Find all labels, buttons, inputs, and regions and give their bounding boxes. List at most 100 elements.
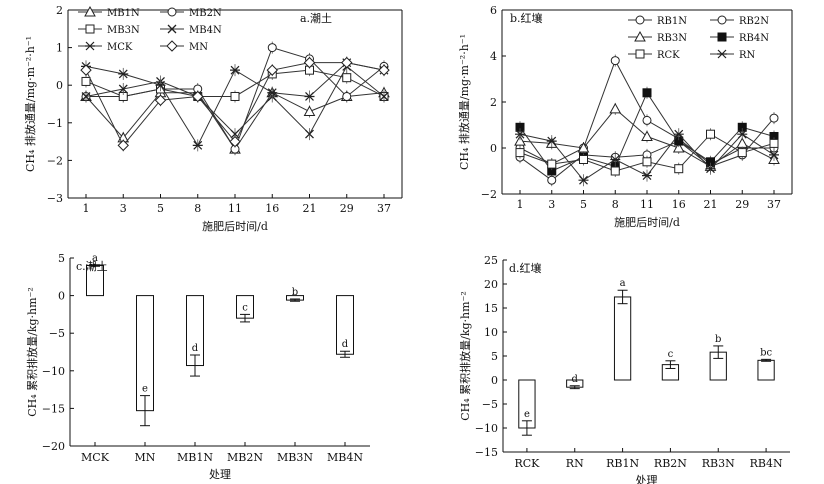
data-point bbox=[154, 94, 167, 106]
legend-marker bbox=[84, 5, 96, 17]
x-tick-label: RCK bbox=[514, 457, 540, 470]
bar bbox=[613, 296, 632, 381]
data-point bbox=[81, 92, 91, 101]
y-axis-label: CH₄ 排放通量/mg·m⁻²·h⁻¹ bbox=[457, 34, 471, 170]
legend-entry: MB3N bbox=[78, 24, 140, 36]
data-point bbox=[705, 164, 716, 174]
x-tick-label: RB2N bbox=[654, 457, 687, 470]
x-axis-label: 施肥后时间/d bbox=[202, 220, 268, 233]
data-point bbox=[379, 92, 389, 101]
data-point bbox=[266, 64, 278, 76]
x-tick-label: 5 bbox=[580, 198, 587, 211]
data-point bbox=[515, 148, 525, 158]
x-tick-label: 11 bbox=[640, 198, 654, 211]
x-tick-label: 16 bbox=[672, 198, 686, 211]
data-point bbox=[610, 56, 620, 66]
y-tick-label: −5 bbox=[49, 327, 65, 340]
y-tick-label: 0 bbox=[491, 374, 498, 387]
y-tick-label: 6 bbox=[490, 4, 497, 17]
legend-entry: RB4N bbox=[710, 32, 769, 44]
data-point bbox=[267, 43, 277, 53]
data-point bbox=[303, 56, 316, 69]
significance-label: e bbox=[524, 409, 530, 420]
y-tick-label: 2 bbox=[56, 4, 63, 17]
significance-label: d bbox=[342, 339, 349, 350]
y-tick-label: −5 bbox=[482, 398, 498, 411]
legend-marker bbox=[166, 40, 178, 52]
significance-label: e bbox=[142, 384, 148, 395]
x-tick-label: 8 bbox=[194, 202, 201, 215]
data-point bbox=[610, 155, 621, 164]
data-point bbox=[514, 135, 526, 146]
data-point bbox=[304, 92, 315, 101]
data-point bbox=[642, 157, 652, 167]
y-tick-label: −1 bbox=[47, 117, 63, 130]
data-point bbox=[547, 159, 557, 169]
data-point bbox=[672, 141, 685, 153]
y-tick-label: −3 bbox=[47, 192, 63, 205]
data-point bbox=[515, 129, 525, 139]
legend-marker bbox=[635, 15, 645, 25]
y-tick-label: 20 bbox=[484, 278, 498, 291]
significance-label: b bbox=[292, 287, 298, 298]
legend-entry: MB4N bbox=[160, 24, 222, 36]
x-axis-label: 处理 bbox=[636, 474, 658, 484]
legend-marker bbox=[634, 30, 646, 42]
data-point bbox=[305, 129, 314, 139]
x-tick-label: 37 bbox=[767, 198, 781, 211]
data-point bbox=[192, 140, 203, 150]
y-axis-label: CH₄ 累积排放量/kg·hm⁻² bbox=[25, 287, 39, 417]
significance-label: bc bbox=[760, 347, 772, 358]
x-tick-label: 3 bbox=[120, 202, 127, 215]
legend-entry: MB2N bbox=[160, 7, 222, 19]
significance-label: c bbox=[242, 302, 248, 313]
data-point bbox=[547, 175, 557, 185]
y-tick-label: −20 bbox=[42, 440, 65, 453]
data-point bbox=[230, 91, 240, 101]
panel-title: b.红壤 bbox=[510, 11, 543, 25]
legend-marker bbox=[635, 49, 645, 59]
y-tick-label: 5 bbox=[491, 350, 498, 363]
data-point bbox=[641, 130, 653, 141]
x-tick-label: 21 bbox=[704, 198, 718, 211]
panel-title: d.红壤 bbox=[509, 261, 542, 275]
y-tick-label: 0 bbox=[490, 142, 497, 155]
legend-label: RB1N bbox=[657, 16, 687, 27]
legend-label: MN bbox=[189, 42, 208, 53]
legend-marker bbox=[167, 7, 177, 17]
data-point bbox=[155, 80, 166, 90]
x-tick-label: 29 bbox=[735, 198, 749, 211]
legend-entry: RB3N bbox=[628, 30, 687, 44]
x-tick-label: MN bbox=[135, 451, 156, 464]
y-tick-label: 0 bbox=[56, 79, 63, 92]
legend-label: MB2N bbox=[189, 8, 222, 19]
data-point bbox=[769, 138, 779, 148]
x-tick-label: MB1N bbox=[177, 451, 213, 464]
data-point bbox=[341, 56, 353, 69]
y-axis-label: CH₄ 排放通量/mg·m⁻²·h⁻¹ bbox=[23, 36, 37, 172]
data-point bbox=[81, 76, 91, 86]
x-tick-label: RB3N bbox=[702, 457, 735, 470]
legend-label: MB3N bbox=[107, 25, 140, 36]
y-tick-label: 4 bbox=[490, 50, 497, 63]
data-point bbox=[737, 148, 747, 158]
y-tick-label: −15 bbox=[42, 402, 65, 415]
legend-marker bbox=[717, 15, 727, 25]
x-tick-label: MB3N bbox=[277, 451, 313, 464]
legend-label: RB2N bbox=[739, 16, 769, 27]
significance-label: c bbox=[668, 349, 674, 360]
data-point bbox=[117, 139, 129, 152]
x-tick-label: 29 bbox=[340, 202, 354, 215]
chart-panel-b: −2 0 2 4 6 施肥后时间/d CH₄ 排放通量/mg·m⁻²·h⁻¹ 1 3 5 8 11 16… bbox=[457, 4, 793, 229]
chart-panel-a: −3 −2 −1 0 1 2 施肥后时间/d CH₄ 排放通量/mg·m⁻²·h⁻¹ 1 3 5 8 1… bbox=[23, 4, 403, 233]
data-point bbox=[546, 136, 557, 146]
data-point bbox=[610, 166, 620, 176]
x-tick-label: RB1N bbox=[606, 457, 639, 470]
data-point bbox=[229, 135, 241, 148]
data-point bbox=[642, 115, 652, 125]
data-point bbox=[579, 155, 588, 164]
y-tick-label: −10 bbox=[42, 365, 65, 378]
chart-panel-d: −15 −10 −5 0 5 10 15 20 25 处理 CH₄ 累积排放量/kg·hm⁻² e RC… bbox=[458, 254, 790, 484]
x-tick-label: 11 bbox=[228, 202, 242, 215]
legend-entry: MB1N bbox=[78, 5, 140, 19]
